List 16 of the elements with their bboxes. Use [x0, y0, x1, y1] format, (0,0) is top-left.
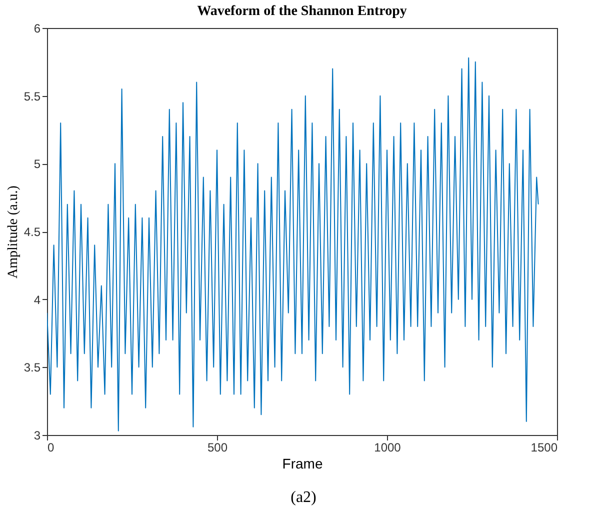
- x-tick-label: 0: [48, 440, 54, 454]
- y-tick-label: 3: [34, 428, 41, 442]
- line-series: [47, 57, 539, 432]
- y-tick-label: 4.5: [24, 225, 41, 239]
- y-tick-label: 4: [34, 292, 41, 307]
- y-tick-label: 3.5: [24, 360, 41, 375]
- text: (a2): [290, 489, 318, 507]
- x-axis-title: Frame: [282, 456, 323, 472]
- y-axis-title: Amplitude (a.u.): [6, 185, 21, 278]
- y-tick-label: 5: [34, 157, 41, 172]
- chart-title: Waveform of the Shannon Entropy: [197, 4, 407, 19]
- y-tick-label: 6: [34, 22, 41, 36]
- x-tick-label: 1000: [374, 440, 402, 454]
- x-tick-label: 500: [207, 440, 228, 454]
- y-tick-label: 5.5: [24, 89, 41, 104]
- x-tick-label: 1500: [530, 440, 558, 454]
